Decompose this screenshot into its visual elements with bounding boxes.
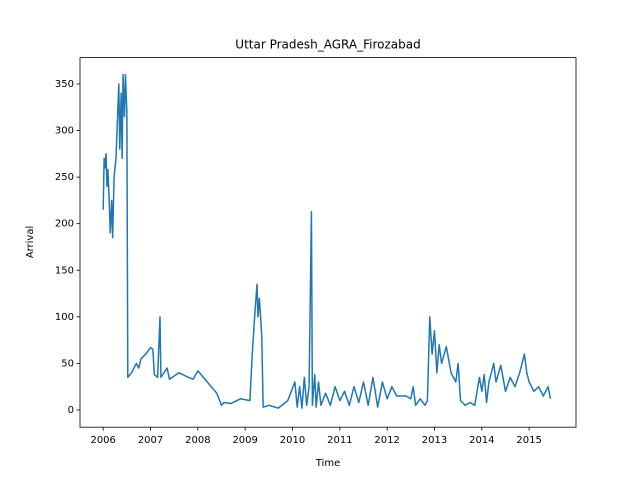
x-tick-label: 2006 [90,435,115,446]
y-tick-label: 50 [61,358,74,369]
y-tick-label: 250 [55,172,74,183]
x-axis-label: Time [315,458,340,469]
data-line [102,73,552,409]
x-tick-label: 2014 [469,435,494,446]
x-tick-label: 2011 [327,435,352,446]
y-tick-label: 150 [55,265,74,276]
x-tick-label: 2008 [185,435,210,446]
x-tick-label: 2007 [138,435,163,446]
x-tick-label: 2012 [374,435,399,446]
x-tick-label: 2015 [516,435,541,446]
x-tick-label: 2010 [280,435,305,446]
y-tick-label: 0 [68,405,74,416]
y-axis-label: Arrival [25,226,36,259]
y-tick-label: 100 [55,312,74,323]
x-tick-label: 2009 [232,435,257,446]
chart-title: Uttar Pradesh_AGRA_Firozabad [235,38,420,52]
plot-frame [79,57,577,428]
y-tick-label: 200 [55,219,74,230]
y-tick-label: 350 [55,79,74,90]
x-tick-label: 2013 [422,435,447,446]
y-tick-label: 300 [55,126,74,137]
